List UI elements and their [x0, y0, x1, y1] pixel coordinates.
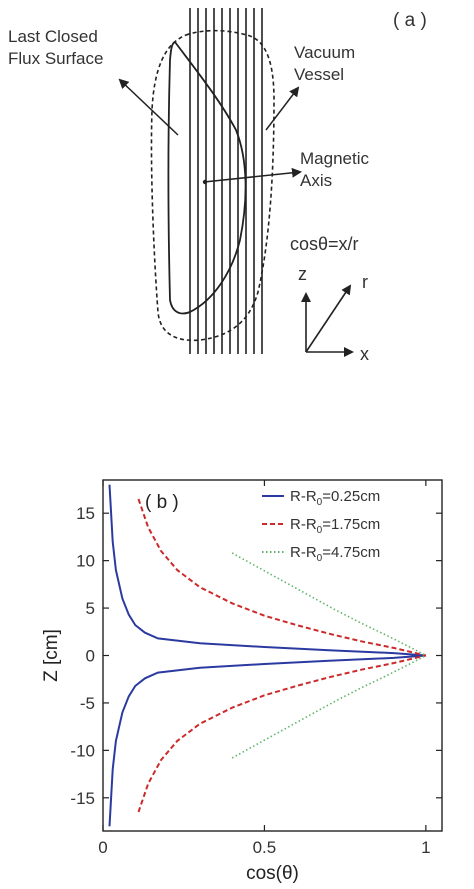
lcfs-label-line2: Flux Surface: [8, 49, 103, 68]
lcfs-label-line1: Last Closed: [8, 27, 98, 46]
panel-a-diagram: ( a ) Last Closed Flux Surface Vacuum Ve…: [8, 8, 427, 364]
magnetic-axis-label-line1: Magnetic: [300, 149, 369, 168]
panel-b-label: ( b ): [145, 492, 179, 513]
coord-z-label: z: [298, 264, 307, 284]
magnetic-axis-dot: [202, 179, 208, 185]
legend-entry-3: R-R0=4.75cm: [290, 544, 380, 564]
cos-theta-formula: cosθ=x/r: [290, 234, 359, 254]
vessel-label-line1: Vacuum: [294, 43, 355, 62]
plot-frame: [102, 479, 443, 832]
legend-entry-1: R-R0=0.25cm: [290, 488, 380, 508]
y-tick-label: 10: [76, 552, 95, 571]
coord-x-label: x: [360, 344, 369, 364]
legend-entry-2: R-R0=1.75cm: [290, 516, 380, 536]
y-axis-label: Z [cm]: [41, 629, 62, 682]
y-tick-label: 15: [76, 504, 95, 523]
x-tick-label: 0.5: [253, 838, 277, 857]
coord-r-label: r: [362, 272, 368, 292]
vessel-arrow: [265, 86, 300, 131]
magnetic-axis-label-line2: Axis: [300, 171, 332, 190]
magnetic-axis-arrow: [203, 167, 302, 183]
series-2-upper-line: [137, 498, 427, 657]
y-tick-label: -5: [80, 694, 95, 713]
last-closed-flux-surface: [167, 40, 247, 315]
x-tick-label: 0: [98, 838, 107, 857]
series-1-upper-line: [108, 484, 426, 657]
y-tick-label: 5: [86, 599, 95, 618]
y-tick-label: -15: [70, 789, 95, 808]
coordinate-axes: [301, 284, 354, 357]
x-tick-label: 1: [421, 838, 430, 857]
y-tick-label: -10: [70, 741, 95, 760]
y-tick-label: 0: [86, 647, 95, 666]
series-1-lower-line: [108, 654, 426, 827]
series-3-lower-line: [231, 654, 427, 759]
lcfs-arrow: [118, 78, 179, 136]
panel-a-label: ( a ): [393, 10, 427, 31]
series-2-lower-line: [137, 654, 427, 813]
vessel-label-line2: Vessel: [294, 65, 344, 84]
chord-lines: [189, 8, 263, 354]
series-3-upper-line: [231, 552, 427, 657]
vacuum-vessel-outline: [150, 29, 275, 342]
x-axis-label: cos(θ): [246, 863, 299, 884]
